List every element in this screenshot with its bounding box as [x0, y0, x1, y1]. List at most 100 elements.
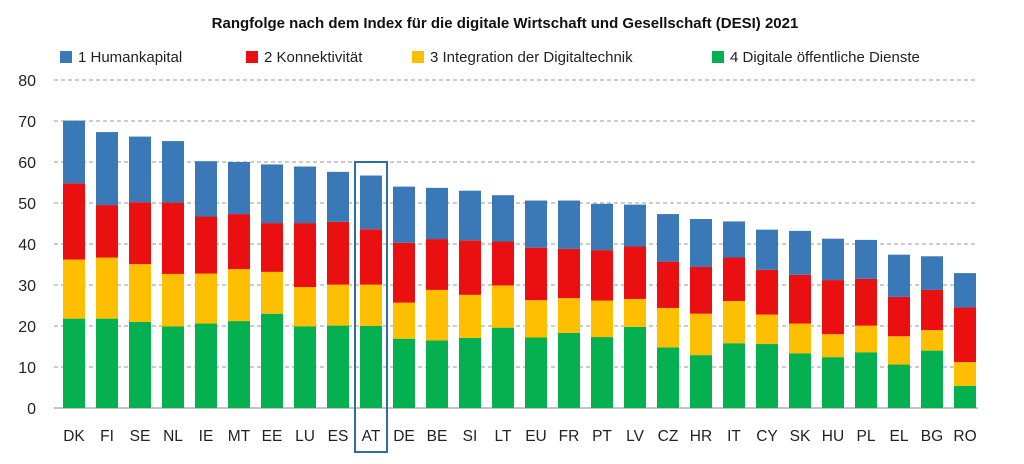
y-tick-label: 20 [18, 319, 36, 336]
bar-dk-integration [63, 259, 85, 319]
bar-bg-konnektivitaet [921, 289, 943, 331]
bar-si-integration [459, 294, 481, 338]
bar-lv-humankapital [624, 204, 646, 247]
bar-lv-konnektivitaet [624, 246, 646, 299]
legend-label-konnektivitaet: 2 Konnektivität [264, 49, 363, 66]
y-tick-label: 80 [18, 73, 36, 90]
bar-at-humankapital [360, 175, 382, 230]
bar-at-integration [360, 284, 382, 326]
bar-pl-humankapital [855, 239, 877, 279]
bar-es-konnektivitaet [327, 221, 349, 285]
legend-swatch-integration [412, 51, 424, 63]
x-tick-label-be: BE [427, 428, 448, 445]
bar-es-integration [327, 284, 349, 326]
x-tick-label-lu: LU [295, 428, 315, 445]
bar-si-humankapital [459, 190, 481, 241]
x-tick-label-pl: PL [857, 428, 876, 445]
bar-nl-humankapital [162, 141, 184, 203]
bar-el-humankapital [888, 254, 910, 297]
bar-dk-humankapital [63, 120, 85, 184]
y-tick-label: 50 [18, 196, 36, 213]
bar-sk-konnektivitaet [789, 274, 811, 324]
bar-it-oeffentliche [723, 343, 745, 408]
bar-de-konnektivitaet [393, 242, 415, 303]
bar-pl-integration [855, 325, 877, 353]
x-tick-label-dk: DK [63, 428, 85, 445]
bar-ro-konnektivitaet [954, 307, 976, 363]
bar-hu-oeffentliche [822, 357, 844, 408]
x-tick-label-hu: HU [822, 428, 844, 445]
bars [63, 120, 976, 408]
x-tick-label-el: EL [890, 428, 909, 445]
x-tick-label-si: SI [463, 428, 478, 445]
bar-fr-oeffentliche [558, 332, 580, 408]
bar-sk-humankapital [789, 230, 811, 275]
y-tick-label: 0 [27, 401, 36, 418]
x-tick-label-eu: EU [525, 428, 547, 445]
bar-be-humankapital [426, 187, 448, 240]
bar-cy-integration [756, 314, 778, 345]
bar-bg-oeffentliche [921, 350, 943, 408]
legend-label-integration: 3 Integration der Digitaltechnik [430, 49, 633, 66]
x-tick-label-hr: HR [690, 428, 712, 445]
bar-cz-integration [657, 307, 679, 348]
bar-be-integration [426, 289, 448, 341]
bar-eu-integration [525, 300, 547, 338]
y-tick-label: 40 [18, 237, 36, 254]
bar-el-oeffentliche [888, 364, 910, 408]
bar-fr-humankapital [558, 200, 580, 249]
bar-pt-konnektivitaet [591, 250, 613, 301]
bar-ro-oeffentliche [954, 385, 976, 408]
bar-hr-humankapital [690, 218, 712, 267]
bar-es-humankapital [327, 171, 349, 222]
bar-it-humankapital [723, 221, 745, 258]
bar-se-integration [129, 264, 151, 322]
bar-mt-humankapital [228, 162, 250, 215]
bar-el-integration [888, 336, 910, 365]
bar-fi-integration [96, 257, 118, 319]
bar-mt-integration [228, 269, 250, 322]
bar-ee-konnektivitaet [261, 223, 283, 272]
bar-at-konnektivitaet [360, 229, 382, 285]
bar-be-oeffentliche [426, 340, 448, 408]
bar-sk-integration [789, 323, 811, 354]
bar-fr-integration [558, 298, 580, 333]
y-tick-label: 70 [18, 114, 36, 131]
bar-lt-integration [492, 285, 514, 328]
bar-fi-konnektivitaet [96, 205, 118, 258]
bar-de-oeffentliche [393, 338, 415, 408]
legend-label-oeffentliche: 4 Digitale öffentliche Dienste [730, 49, 920, 66]
bar-cz-oeffentliche [657, 347, 679, 408]
bar-mt-konnektivitaet [228, 214, 250, 270]
x-tick-label-cy: CY [756, 428, 778, 445]
x-tick-label-de: DE [393, 428, 415, 445]
bar-se-humankapital [129, 136, 151, 203]
bar-ee-humankapital [261, 164, 283, 224]
y-tick-label: 30 [18, 278, 36, 295]
chart-title: Rangfolge nach dem Index für die digital… [212, 15, 799, 32]
bar-pl-konnektivitaet [855, 278, 877, 326]
bar-eu-humankapital [525, 200, 547, 248]
bar-hr-oeffentliche [690, 355, 712, 408]
bar-pl-oeffentliche [855, 352, 877, 408]
bar-eu-oeffentliche [525, 337, 547, 408]
legend-swatch-oeffentliche [712, 51, 724, 63]
bar-fi-oeffentliche [96, 318, 118, 408]
bar-bg-humankapital [921, 256, 943, 290]
bar-pt-integration [591, 300, 613, 338]
bar-si-oeffentliche [459, 337, 481, 408]
highlight [354, 161, 388, 453]
bar-cy-oeffentliche [756, 344, 778, 408]
bar-ee-integration [261, 271, 283, 314]
bar-it-integration [723, 300, 745, 344]
bar-it-konnektivitaet [723, 257, 745, 301]
x-tick-label-lv: LV [626, 428, 644, 445]
x-tick-label-ro: RO [953, 428, 976, 445]
bar-ie-konnektivitaet [195, 216, 217, 274]
y-axis: 0 10 20 30 40 50 60 70 80 [18, 73, 36, 418]
legend-swatch-humankapital [60, 51, 72, 63]
bar-be-konnektivitaet [426, 239, 448, 290]
bar-nl-oeffentliche [162, 326, 184, 408]
bar-lv-oeffentliche [624, 326, 646, 408]
